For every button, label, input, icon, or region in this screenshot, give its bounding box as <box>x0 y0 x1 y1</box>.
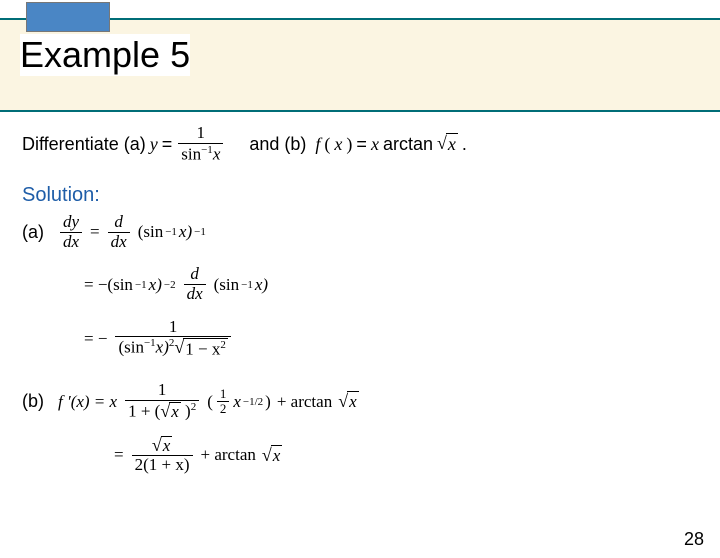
solution-heading: Solution: <box>22 184 698 207</box>
d-dx: d dx <box>108 213 130 251</box>
decorative-tab <box>26 2 110 32</box>
problem-prefix: Differentiate (a) <box>22 134 146 155</box>
part-b-line-1: (b) f ′(x) = x 1 1 + (√x )2 (12x−1/2) + … <box>22 381 698 421</box>
b-sqrt-2: √x <box>262 445 282 466</box>
frac-a-num: 1 <box>194 124 209 143</box>
b-frac-1: 1 1 + (√x )2 <box>125 381 199 421</box>
b-final-frac: √x 2(1 + x) <box>132 436 193 475</box>
part-b-label: (b) <box>22 391 52 412</box>
a-final-den: (sin−1x)2√1 − x2 <box>115 336 230 359</box>
a-line1-body: (sin−1x)−1 <box>138 222 206 242</box>
problem-statement: Differentiate (a) y = 1 sin−1x and (b) f… <box>22 124 698 164</box>
b-final-num: √x <box>149 436 175 456</box>
part-a-line-2: = −(sin−1x)−2 d dx (sin−1x) <box>84 265 698 303</box>
period: . <box>462 134 467 155</box>
a-line2: = −(sin−1x)−2 <box>84 275 176 295</box>
b-lhs: f ′(x) = x <box>58 392 117 412</box>
b-plus: + arctan <box>277 392 332 412</box>
frac-a-den: sin−1x <box>178 143 223 164</box>
b-sqrt-1: √x <box>338 391 358 412</box>
part-a-label: (a) <box>22 222 52 243</box>
equals-1: = <box>162 134 173 155</box>
b-frac-1-den: 1 + (√x )2 <box>125 400 199 421</box>
sqrt-x: √x <box>437 133 458 155</box>
example-title: Example 5 <box>20 34 190 76</box>
title-band: Example 5 <box>0 18 720 112</box>
fraction-a: 1 sin−1x <box>178 124 223 164</box>
var-y: y <box>150 134 158 155</box>
part-a-line-1: (a) dy dx = d dx (sin−1x)−1 <box>22 213 698 251</box>
a-final-frac: 1 (sin−1x)2√1 − x2 <box>115 318 230 360</box>
part-a-line-3: = − 1 (sin−1x)2√1 − x2 <box>84 318 698 360</box>
b-paren: (12x−1/2) <box>207 387 271 417</box>
var-f: f <box>315 134 320 155</box>
problem-between: and (b) <box>229 134 311 155</box>
content-area: Differentiate (a) y = 1 sin−1x and (b) f… <box>0 112 720 475</box>
equals-2: = <box>356 134 367 155</box>
dy-dx: dy dx <box>60 213 82 251</box>
d-dx-2: d dx <box>184 265 206 303</box>
var-x: x <box>371 134 379 155</box>
arctan-text: arctan <box>383 134 433 155</box>
a-line2-post: (sin−1x) <box>214 275 268 295</box>
part-b-line-2: = √x 2(1 + x) + arctan √x <box>114 436 698 475</box>
